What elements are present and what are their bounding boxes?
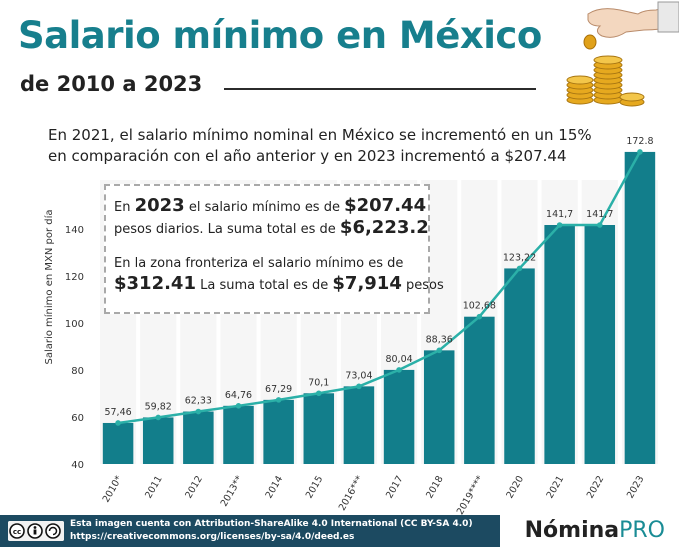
trend-point — [155, 414, 162, 421]
data-label: 57,46 — [104, 407, 131, 418]
data-label: 80,04 — [385, 354, 412, 365]
x-tick-label: 2010* — [101, 474, 125, 505]
info-text: el salario mínimo es de — [184, 200, 345, 215]
bar — [142, 417, 174, 464]
trend-point — [637, 149, 643, 155]
trend-line — [117, 151, 642, 425]
info-text: En — [114, 200, 135, 215]
info-border-wage: $312.41 — [114, 273, 196, 294]
brand-logo: NóminaPRO — [525, 518, 665, 543]
bar — [383, 369, 415, 464]
info-line-2: pesos diarios. La suma total es de $6,22… — [114, 218, 429, 240]
license-text: Esta imagen cuenta con Attribution-Share… — [70, 518, 473, 544]
bar — [423, 350, 455, 464]
y-tick-label: 120 — [65, 272, 84, 283]
data-label: 88,36 — [426, 334, 453, 345]
bar — [504, 268, 535, 464]
footer-bar: cc Esta imagen cuenta con Attribution-Sh… — [0, 515, 679, 547]
bar — [343, 386, 375, 464]
chart-description: En 2021, el salario mínimo nominal en Mé… — [48, 125, 648, 167]
trend-point — [596, 222, 603, 228]
trend-point — [556, 222, 563, 228]
y-tick-label: 100 — [65, 319, 84, 330]
bar — [624, 151, 656, 465]
data-label: 172.8 — [626, 136, 653, 147]
x-tick-label: 2011 — [143, 474, 165, 500]
bar — [223, 405, 254, 464]
data-label: 102,68 — [463, 301, 496, 312]
bar — [544, 225, 575, 464]
brand-box: NóminaPRO — [500, 515, 679, 547]
trend-point — [115, 420, 121, 426]
data-label: 73,04 — [345, 370, 372, 381]
trend-point — [275, 397, 282, 403]
trend-point — [476, 313, 483, 320]
y-tick-label: 80 — [71, 366, 84, 377]
x-tick-label: 2022 — [585, 474, 607, 500]
data-label: 70,1 — [308, 377, 329, 388]
subtitle-rule — [224, 88, 536, 90]
info-border-total: $7,914 — [332, 273, 402, 294]
bar — [263, 399, 294, 464]
trend-point — [516, 265, 523, 272]
x-tick-label: 2017 — [384, 474, 406, 500]
salary-bar-chart: 40 60 80 100 120 140 Salario mínimo en MXN por… — [43, 135, 656, 515]
trend-point — [195, 408, 202, 415]
x-tick-label: 2016*** — [337, 474, 366, 513]
info-line-1: En 2023 el salario mínimo es de $207.44 — [114, 195, 426, 218]
page-title: Salario mínimo en México — [18, 14, 542, 57]
data-label: 141,7 — [546, 209, 573, 220]
info-text: La suma total es de — [195, 278, 333, 293]
brand-name: Nómina — [524, 518, 620, 543]
coin-stacks-icon — [566, 1, 679, 107]
y-tick-label: 60 — [71, 413, 84, 424]
x-tick-label: 2020 — [504, 474, 526, 500]
info-line-4: $312.41 La suma total es de $7,914 pesos — [114, 273, 444, 296]
x-tick-label: 2019**** — [455, 474, 486, 515]
license-link[interactable]: https://creativecommons.org/licenses/by-… — [70, 532, 355, 542]
info-line-3: En la zona fronteriza el salario mínimo … — [114, 256, 404, 271]
bar — [303, 393, 335, 464]
x-tick-label: 2021 — [545, 474, 567, 500]
info-total: $6,223.2 — [339, 217, 429, 238]
trend-point — [436, 347, 443, 354]
data-label: 141,7 — [586, 209, 613, 220]
cc-by-sa-icon: cc — [8, 521, 64, 541]
y-tick-label: 140 — [65, 225, 84, 236]
y-tick-label: 40 — [71, 460, 84, 471]
x-tick-label: 2012 — [183, 474, 205, 500]
data-label: 123,22 — [503, 252, 536, 263]
data-label: 64,76 — [225, 390, 252, 401]
license-line-1: Esta imagen cuenta con Attribution-Share… — [70, 519, 473, 529]
trend-point — [396, 367, 402, 373]
info-year: 2023 — [134, 195, 185, 216]
data-label: 62,33 — [185, 396, 212, 407]
info-text: pesos diarios. La suma total es de — [114, 222, 340, 237]
info-text: pesos — [401, 278, 444, 293]
page-subtitle: de 2010 a 2023 — [20, 72, 203, 96]
description-line-1: En 2021, el salario mínimo nominal en Mé… — [48, 126, 592, 144]
x-tick-label: 2018 — [424, 474, 446, 500]
x-tick-label: 2013** — [219, 474, 245, 509]
brand-suffix: PRO — [619, 518, 665, 543]
info-box: En 2023 el salario mínimo es de $207.44 … — [104, 184, 444, 314]
y-axis-label: Salario mínimo en MXN por día — [43, 209, 55, 364]
svg-text:cc: cc — [13, 528, 21, 536]
bar — [464, 316, 495, 464]
bar — [102, 422, 134, 464]
description-line-2: en comparación con el año anterior y en … — [48, 147, 567, 165]
bar — [183, 411, 214, 464]
info-daily-wage: $207.44 — [344, 195, 427, 216]
data-label: 67,29 — [265, 384, 292, 395]
data-label: 59,82 — [145, 401, 172, 412]
trend-point — [315, 390, 322, 397]
x-tick-label: 2015 — [304, 474, 326, 500]
x-tick-label: 2023 — [625, 474, 647, 500]
bar — [584, 225, 616, 464]
hand-dropping-coin-icon — [583, 1, 679, 50]
x-tick-label: 2014 — [264, 474, 286, 500]
trend-point — [235, 403, 242, 409]
trend-point — [356, 383, 362, 390]
